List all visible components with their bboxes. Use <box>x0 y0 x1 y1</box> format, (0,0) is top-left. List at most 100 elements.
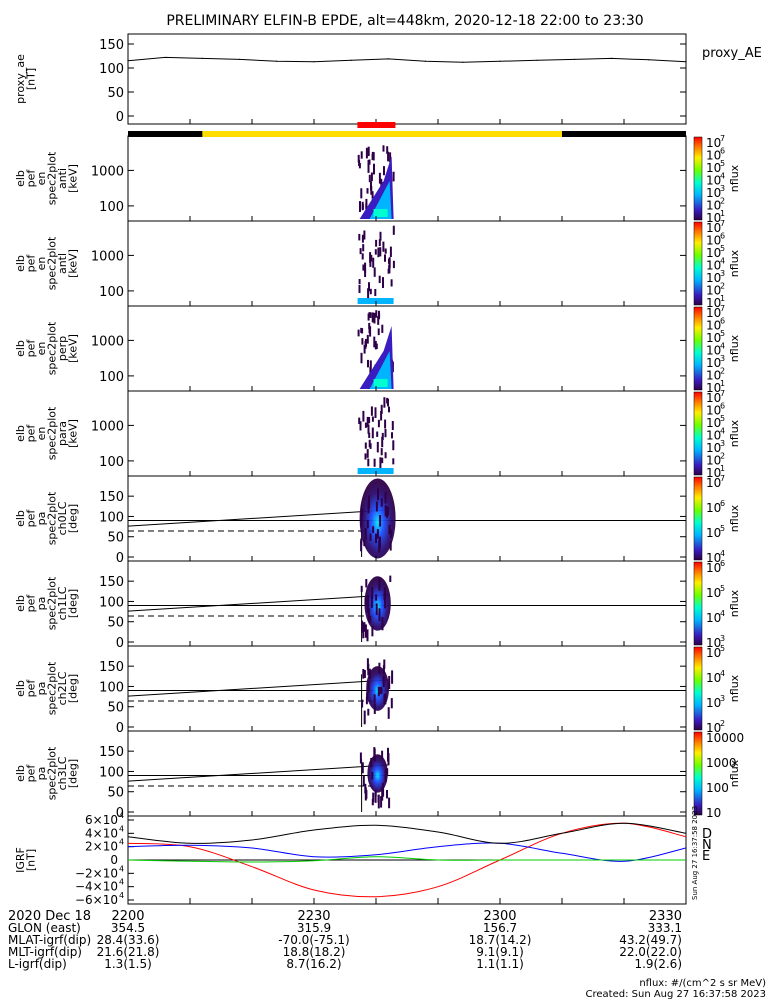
sparse-count-mark <box>366 658 369 671</box>
sparse-count-mark <box>370 406 373 416</box>
colorbar-tick-exponent: 3 <box>720 354 725 363</box>
sparse-count-mark <box>360 352 363 364</box>
sparse-count-mark <box>367 424 370 434</box>
sparse-count-mark <box>384 491 387 504</box>
y-tick-label: 100 <box>99 62 124 77</box>
colorbar-tick-label: 10 <box>706 429 721 443</box>
sparse-count-mark <box>358 159 361 166</box>
footer-row-label: 2020 Dec 18 <box>8 909 91 924</box>
colorbar-tick-exponent: 5 <box>720 524 725 533</box>
igrf-legend-d: D <box>702 827 712 842</box>
proxy-ae-point <box>425 60 427 62</box>
y-axis-label-line: pef <box>25 169 38 188</box>
colorbar-tick-label: 10 <box>706 586 721 600</box>
igrf-series-n <box>127 842 687 862</box>
sparse-count-mark <box>384 254 386 262</box>
sparse-count-mark <box>370 181 372 191</box>
y-tick-label: 100 <box>99 455 124 470</box>
sparse-count-mark <box>392 225 395 235</box>
sparse-count-mark <box>377 686 380 697</box>
sparse-count-mark <box>367 501 370 514</box>
y-axis-label-line: pa <box>35 767 48 781</box>
igrf-series-total <box>127 822 687 844</box>
colorbar-tick-exponent: 6 <box>720 559 725 568</box>
sparse-count-mark <box>377 328 380 336</box>
sparse-count-mark <box>373 312 376 324</box>
colorbar-tick-label: 10 <box>706 161 721 175</box>
colorbar-tick-label: 10 <box>706 136 721 150</box>
y-axis-label-line: spec2plot <box>46 661 59 715</box>
colorbar-label: nflux <box>728 759 741 787</box>
y-tick-label: 0 <box>116 551 124 566</box>
colorbar <box>693 136 703 221</box>
sparse-count-mark <box>386 768 389 775</box>
y-tick-label: −4×10 <box>75 880 118 894</box>
sparse-count-mark <box>379 686 382 695</box>
colorbar-tick-label: 10 <box>706 259 721 273</box>
sparse-count-mark <box>374 249 377 255</box>
igrf-legend-n: N <box>702 838 712 853</box>
y-tick-exponent: 4 <box>119 824 124 833</box>
colorbar-tick-exponent: 7 <box>720 474 725 483</box>
sparse-count-mark <box>373 163 375 175</box>
sparse-count-mark <box>357 154 360 163</box>
sparse-count-mark <box>358 163 361 169</box>
sparse-count-mark <box>372 792 375 803</box>
sparse-count-mark <box>369 326 372 337</box>
sparse-count-mark <box>374 341 377 350</box>
colorbar-tick-label: 10 <box>706 319 721 333</box>
y-axis-label-line: spec2plot <box>46 236 59 290</box>
sparse-count-mark <box>392 440 395 451</box>
proxy-ae-point <box>499 60 501 62</box>
sparse-count-mark <box>372 257 375 268</box>
panel-pa_spec2plot_ch1LC: elbpefpaspec2plotch1LC[deg]1501005001061… <box>14 559 741 651</box>
colorbar-tick-exponent: 1 <box>720 464 725 473</box>
sparse-count-mark <box>359 248 362 255</box>
sparse-count-mark <box>369 360 372 370</box>
sparse-count-mark <box>366 416 369 428</box>
sparse-count-mark <box>386 790 388 799</box>
y-axis-label-line: proxy_ae <box>14 54 27 104</box>
colorbar-tick-exponent: 6 <box>720 147 725 156</box>
sparse-count-mark <box>383 166 385 176</box>
sparse-count-mark <box>381 750 384 760</box>
sparse-count-mark <box>388 406 390 413</box>
colorbar-tick-label: 10 <box>706 199 721 213</box>
y-axis-label-line: pef <box>25 679 38 698</box>
y-axis-label-line: spec2plot <box>46 151 59 205</box>
y-tick-label: 150 <box>99 490 124 505</box>
sparse-count-mark <box>387 707 390 719</box>
colorbar-tick-exponent: 7 <box>720 219 725 228</box>
sparse-count-mark <box>366 334 369 344</box>
sparse-count-mark <box>384 452 387 459</box>
colorbar-label: nflux <box>728 504 741 532</box>
colorbar-tick-exponent: 4 <box>720 669 725 678</box>
colorbar-label-text: nflux <box>728 164 741 192</box>
colorbar <box>693 731 703 816</box>
colorbar <box>693 221 703 306</box>
sparse-count-mark <box>364 624 367 638</box>
science-zone-bar <box>357 122 396 128</box>
y-tick-label: −6×10 <box>75 893 118 907</box>
sparse-count-mark <box>363 344 366 354</box>
footer-value: 2200 <box>111 909 144 924</box>
panel-pa_spec2plot_ch2LC: elbpefpaspec2plotch2LC[deg]1501005001051… <box>14 644 741 736</box>
sparse-count-mark <box>367 288 370 299</box>
sparse-count-mark <box>367 681 370 693</box>
sparse-count-mark <box>375 310 378 318</box>
sparse-count-mark <box>386 146 389 154</box>
sparse-count-mark <box>368 668 371 679</box>
proxy-ae-point <box>611 57 613 60</box>
sparse-count-mark <box>364 422 367 428</box>
sparse-count-mark <box>368 417 371 424</box>
colorbar-tick-exponent: 4 <box>720 342 725 351</box>
colorbar-tick-exponent: 5 <box>720 159 725 168</box>
y-axis-label: IGRF[nT] <box>14 847 38 873</box>
sparse-count-mark <box>373 336 376 348</box>
sparse-count-mark <box>361 508 364 516</box>
sparse-count-mark <box>362 775 365 787</box>
sparse-count-mark <box>366 599 369 613</box>
